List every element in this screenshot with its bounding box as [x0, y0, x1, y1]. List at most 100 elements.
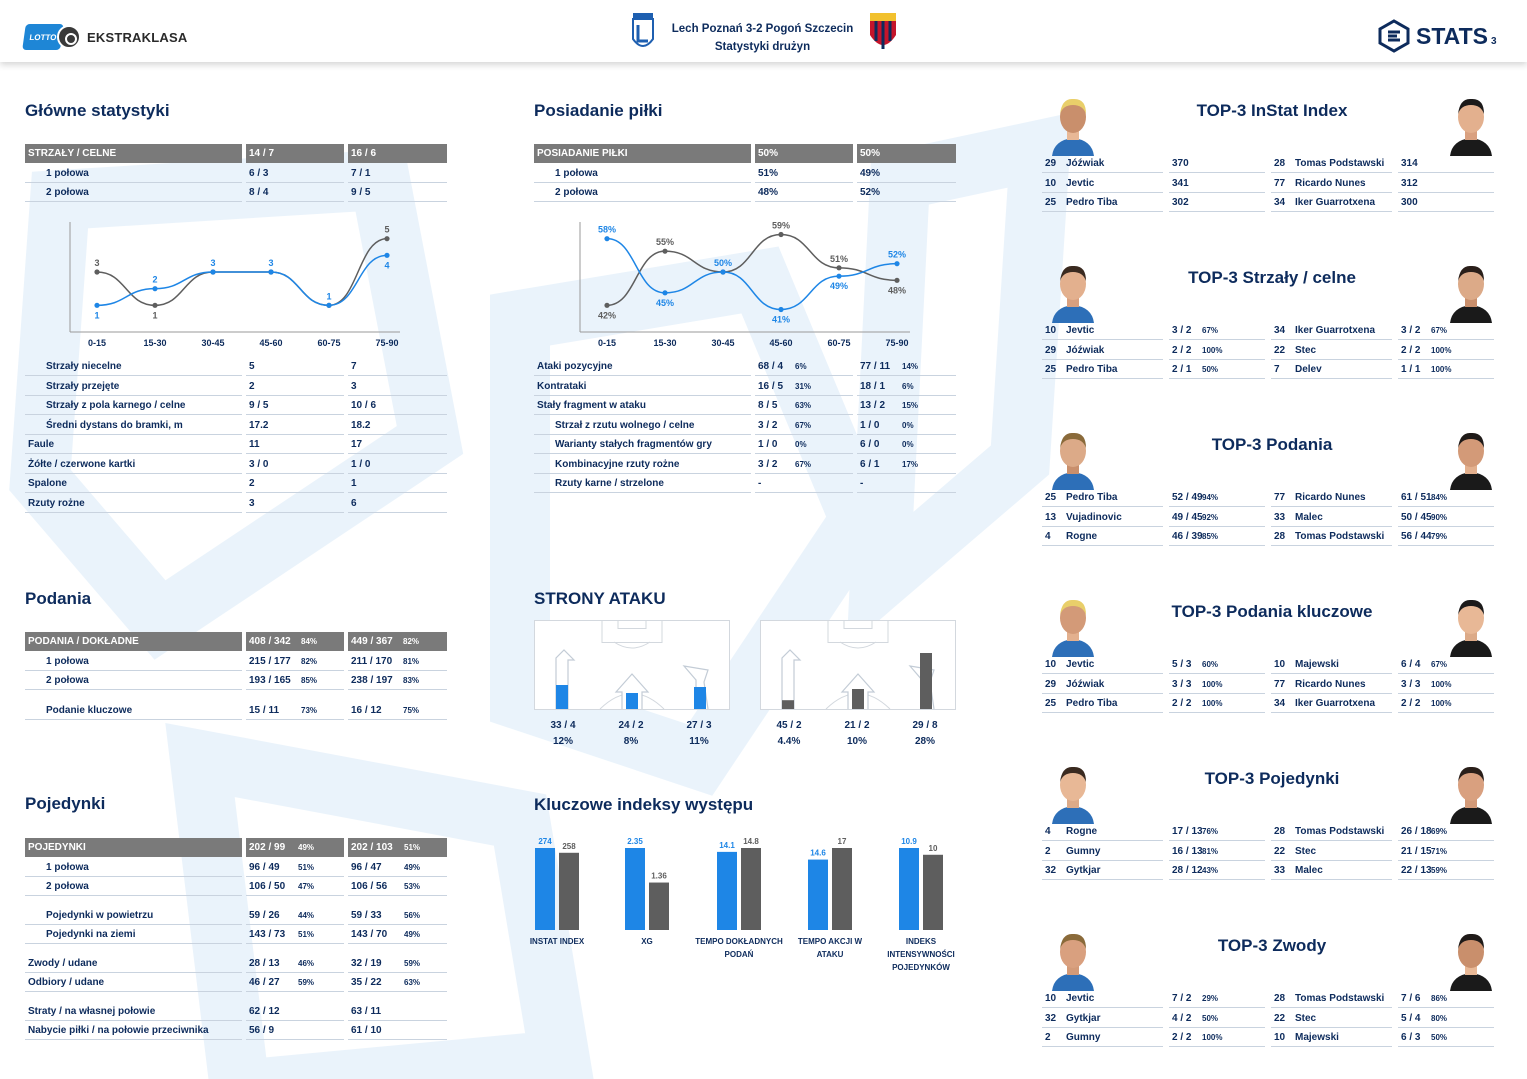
table-row: Rzuty karne / strzelone - - [534, 474, 956, 494]
attack-types-table: Ataki pozycyjne 68 / 4 6% 77 / 11 14% Kontrat… [534, 357, 956, 494]
row-pogon: 59 / 33 56% [348, 906, 447, 925]
player-row: 10 Jevtic 5 / 3 60% [1042, 655, 1268, 675]
header-pogon: 16 / 6 [348, 144, 447, 163]
shots-by-period-chart: 0-15 15-30 30-45 45-60 60-75 75-90 3 1 5 1 2 3 3 1 4 [69, 222, 400, 348]
row-lech: 3 / 2 67% [755, 455, 853, 474]
row-pogon-pct: 56% [404, 910, 421, 920]
row-lech-value: 56 / 9 [249, 1025, 275, 1036]
page-number: 3 [1490, 35, 1497, 47]
data-point [778, 231, 784, 238]
row-pogon: 1 / 0 0% [857, 416, 956, 435]
row-label: Zwody / udane [25, 954, 242, 973]
player-name: Stec [1295, 344, 1317, 356]
x-tick-label: 45-60 [259, 338, 282, 348]
data-label: 3 [94, 258, 99, 268]
index-bar-lech [899, 848, 919, 930]
player-value: 2 / 2 [1398, 341, 1494, 360]
row-pogon: 17 [348, 435, 447, 454]
player-value: 61 / 51 [1398, 488, 1494, 507]
stats-brand: STATS [1416, 22, 1488, 49]
row-pogon: 7 [348, 357, 447, 376]
data-point [94, 302, 100, 308]
penalty-arc [613, 641, 651, 649]
estats-logo[interactable]: STATS 3 [1377, 19, 1497, 53]
top3-title: TOP-3 Strzały / celne [1188, 268, 1356, 287]
row-lech: 106 / 50 47% [246, 877, 344, 896]
player-value: 4 / 2 [1169, 1009, 1265, 1028]
player-name: Rogne [1066, 826, 1098, 837]
player-row: 32 Gytkjar 28 / 12 43% [1042, 861, 1268, 881]
player-number: 10 [1042, 655, 1163, 674]
table-row: Podanie kluczowe 15 / 11 73% 16 / 12 75% [25, 701, 447, 721]
top3-left-table: 10 Jevtic 7 / 2 29% 32 Gytkjar 4 / 2 50% 2 Gumny 2… [1042, 989, 1268, 1048]
background-pattern [9, 112, 1073, 1079]
match-info: Lech Poznań 3-2 Pogoń Szczecin Statystyk… [660, 20, 865, 56]
attack-value: 24 / 2 [618, 720, 644, 731]
table-row: 1 połowa 96 / 49 51% 96 / 47 49% [25, 858, 447, 878]
attack-sides-pogon-pitch [760, 620, 956, 710]
player-value: 16 / 13 [1169, 842, 1265, 861]
row-pogon: 106 / 56 53% [348, 877, 447, 896]
row-lech-pct: 47% [298, 882, 315, 891]
player-number: 10 [1042, 174, 1163, 193]
row-lech: 2 [246, 474, 344, 493]
goal-box [617, 620, 647, 629]
penalty-arc [839, 641, 877, 649]
row-label: 2 połowa [25, 671, 242, 690]
data-label: 5 [384, 225, 389, 235]
player-name: Jevtic [1066, 659, 1095, 670]
row-label: 1 połowa [25, 652, 242, 671]
header-pogon: 449 / 367 82% [348, 632, 447, 651]
player-value: 28 / 12 [1169, 861, 1265, 880]
top3-left-table: 10 Jevtic 5 / 3 60% 29 Jóźwiak 3 / 3 100% 25 Pedr… [1042, 655, 1268, 714]
row-pogon: 10 / 6 [348, 396, 447, 415]
data-label: 59% [772, 221, 790, 231]
ekstraklasa-logo[interactable]: LOTTO EKSTRAKLASA [22, 24, 187, 50]
row-pogon: 7 / 1 [348, 164, 447, 183]
player-number: 28 [1271, 527, 1392, 546]
player-value: 302 [1169, 193, 1265, 212]
row-lech-pct: 46% [298, 958, 315, 968]
player-name: Jevtic [1066, 993, 1095, 1004]
row-lech: 5 [246, 357, 344, 376]
row-pogon: 32 / 19 59% [348, 954, 447, 973]
row-pogon: 77 / 11 14% [857, 357, 956, 376]
player-row: 25 Pedro Tiba 302 [1042, 193, 1268, 213]
table-row: Strzał z rzutu wolnego / celne 3 / 2 67% 1 … [534, 416, 956, 436]
player-photo-icon [1052, 432, 1094, 490]
data-label: 2 [152, 275, 157, 285]
header-lech: 50% [755, 144, 853, 163]
row-label: Strzały niecelne [25, 357, 242, 376]
duels-table: POJEDYNKI 202 / 99 49% 202 / 103 51% 1 poł… [25, 838, 447, 1041]
table-row: Średni dystans do bramki, m 17.2 18.2 [25, 416, 447, 436]
index-label: XG [641, 937, 653, 946]
data-label: 45% [656, 298, 674, 308]
x-tick-label: 75-90 [375, 338, 398, 348]
top3-left-table: 4 Rogne 17 / 13 76% 2 Gumny 16 / 13 81% 32 Gytkja… [1042, 822, 1268, 881]
player-pct: 43% [1202, 866, 1219, 875]
row-lech-pct: 44% [298, 910, 315, 920]
row-lech: 16 / 5 31% [755, 377, 853, 396]
row-lech-pct: 31% [795, 381, 812, 391]
header-label: PODANIA / DOKŁADNE [25, 632, 242, 651]
index-bar-pogon [923, 854, 943, 930]
table-row: Strzały przejęte 2 3 [25, 377, 447, 397]
x-tick-label: 0-15 [88, 338, 106, 348]
player-pct: 80% [1431, 1013, 1448, 1023]
data-point [268, 269, 274, 275]
player-pct: 67% [1431, 326, 1448, 335]
data-label: 51% [830, 254, 848, 264]
table-row: Nabycie piłki / na połowie przeciwnika 56… [25, 1021, 447, 1041]
player-row: 28 Tomas Podstawski 7 / 6 86% [1271, 989, 1497, 1009]
row-lech-pct: 6% [795, 362, 807, 371]
possession-by-period-chart: 0-15 15-30 30-45 45-60 60-75 75-90 42% 55% 59% 51… [579, 221, 910, 348]
table-row: 2 połowa 193 / 165 85% 238 / 197 83% [25, 671, 447, 691]
player-value: 3 / 2 [1169, 321, 1265, 340]
attack-sides-lech-pitch [534, 620, 730, 710]
player-row: 22 Stec 21 / 15 71% [1271, 842, 1497, 862]
player-number: 2 [1042, 842, 1163, 861]
player-name: Vujadinovic [1066, 511, 1122, 523]
series-line-pogon [606, 233, 898, 307]
row-pogon: 96 / 47 49% [348, 858, 447, 877]
player-name: Delev [1295, 364, 1322, 375]
